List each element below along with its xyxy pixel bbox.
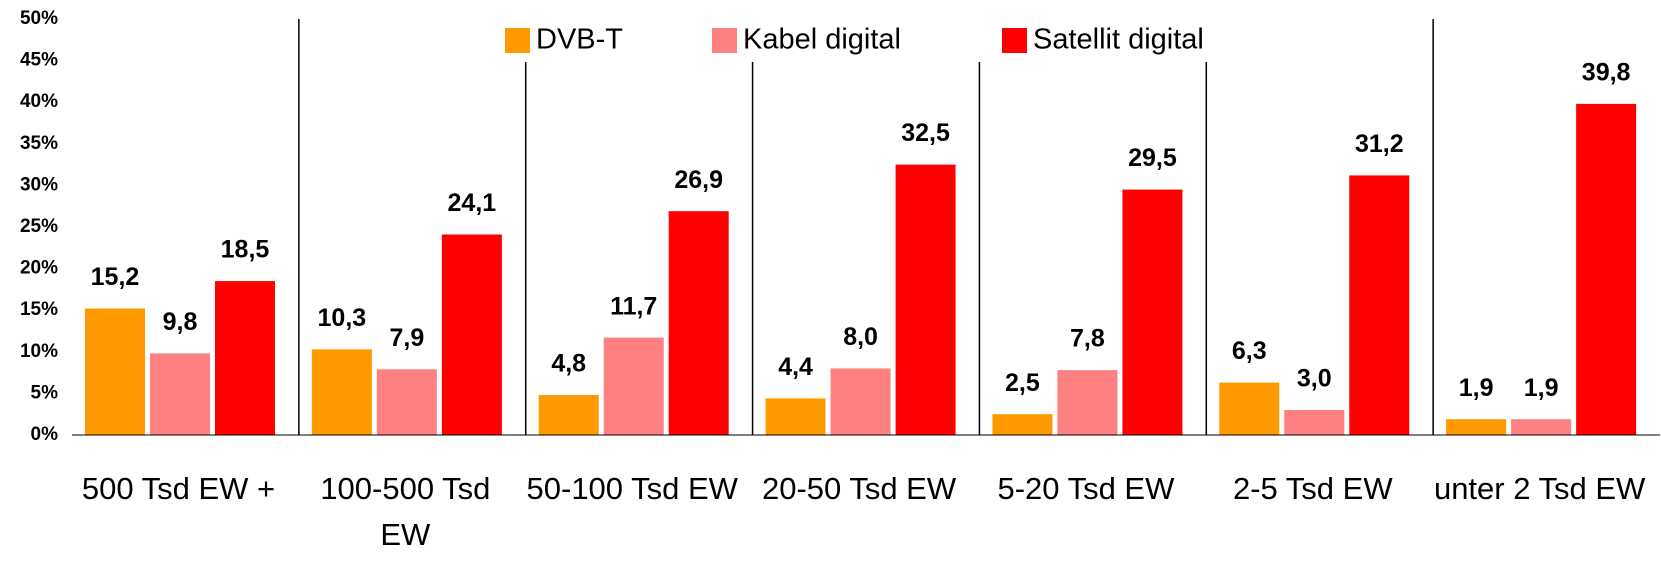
bar [1446,419,1507,435]
legend-label: Kabel digital [743,24,901,56]
value-label: 7,9 [389,324,424,352]
value-label: 31,2 [1355,130,1404,158]
value-label: 32,5 [901,119,950,147]
value-label: 15,2 [91,263,140,291]
bar [1057,370,1118,435]
bar [603,337,664,435]
y-tick-label: 20% [20,258,58,279]
y-tick-label: 40% [20,91,58,112]
y-tick-label: 0% [31,424,59,445]
bar [765,398,826,435]
value-label: 39,8 [1582,58,1631,86]
x-tick-label: 500 Tsd EW + [81,471,276,506]
bar [311,349,372,435]
y-tick-label: 10% [20,341,58,362]
value-label: 29,5 [1128,144,1177,172]
value-label: 10,3 [318,304,367,332]
bar [992,414,1053,435]
value-label: 4,4 [778,353,813,381]
bar [1511,419,1572,435]
value-label: 9,8 [163,308,198,336]
bar [895,164,956,435]
value-label: 11,7 [610,292,657,320]
bar [1122,189,1183,435]
bar [85,308,145,435]
y-tick-label: 35% [20,133,58,154]
value-label: 1,9 [1459,374,1494,402]
bar [150,353,210,435]
value-label: 7,8 [1070,325,1105,353]
bar [441,234,502,435]
y-tick-label: 30% [20,174,58,195]
x-tick-label: 2-5 Tsd EW [1232,471,1393,506]
bar [376,369,437,435]
value-label: 4,8 [551,350,586,378]
value-label: 8,0 [843,323,878,351]
value-label: 26,9 [674,166,723,194]
bar [1219,382,1280,435]
bar [1349,175,1410,435]
legend-swatch [505,28,530,53]
value-label: 3,0 [1297,365,1332,393]
y-tick-label: 45% [20,50,58,71]
y-tick-label: 50% [20,8,58,29]
value-label: 6,3 [1232,337,1267,365]
bar [215,281,275,435]
y-tick-label: 25% [20,216,58,237]
value-label: 18,5 [221,236,270,264]
legend-swatch [712,28,737,53]
legend-swatch [1002,28,1027,53]
bar [668,211,729,435]
y-tick-label: 5% [31,382,59,403]
legend-label: Satellit digital [1033,24,1204,56]
legend-label: DVB-T [536,24,623,56]
x-tick-label: 20-50 Tsd EW [761,471,957,506]
value-label: 1,9 [1524,374,1559,402]
x-tick-label: 50-100 Tsd EW [526,471,738,506]
bar [830,368,891,435]
value-label: 24,1 [448,189,497,217]
x-tick-label: unter 2 Tsd EW [1433,471,1646,506]
y-tick-label: 15% [20,299,58,320]
x-tick-label: 100-500 Tsd EW [320,471,491,552]
bar [1576,103,1637,435]
x-tick-label: 5-20 Tsd EW [997,471,1175,506]
bar [1284,410,1345,435]
bar [538,395,599,435]
value-label: 2,5 [1005,369,1040,397]
